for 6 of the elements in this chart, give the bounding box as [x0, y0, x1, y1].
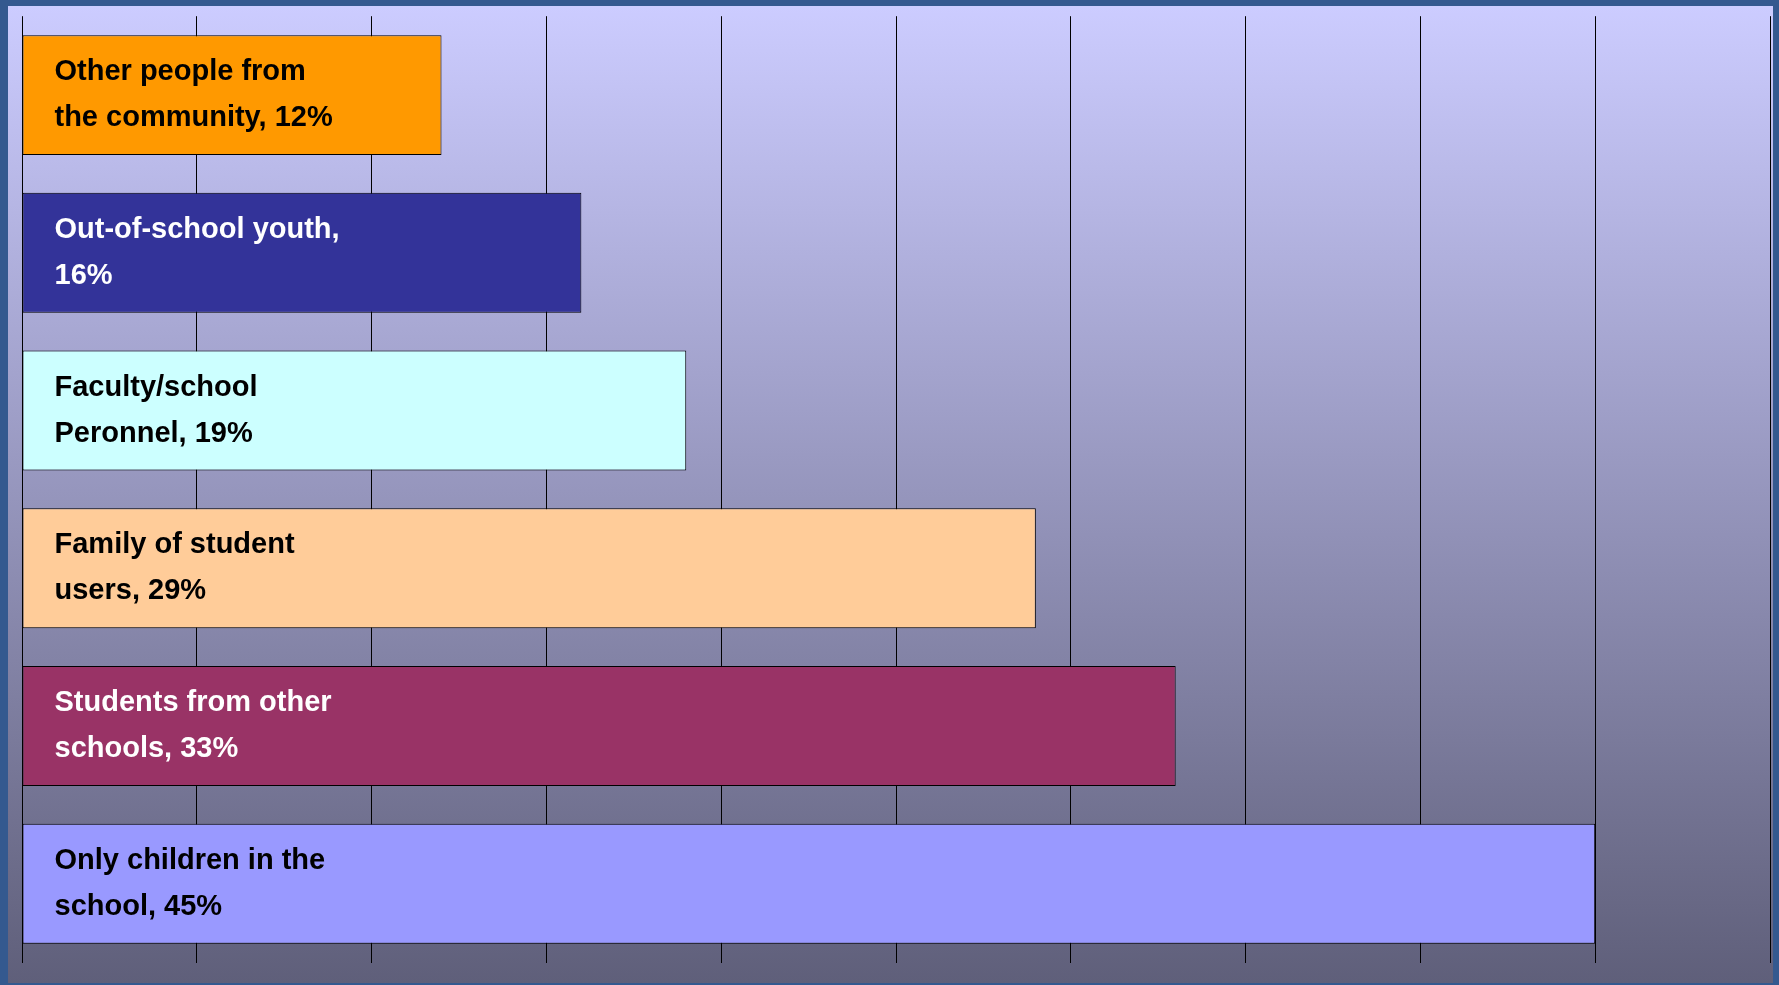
data-label: Other people from the community, 12% [54, 54, 333, 133]
data-label: Family of student users, 29% [54, 527, 295, 606]
data-label: Faculty/school Peronnel, 19% [54, 369, 258, 448]
data-label: Out-of-school youth, 16% [54, 211, 340, 290]
data-label: Students from other schools, 33% [54, 685, 332, 763]
data-label: Only children in the school, 45% [54, 842, 326, 921]
